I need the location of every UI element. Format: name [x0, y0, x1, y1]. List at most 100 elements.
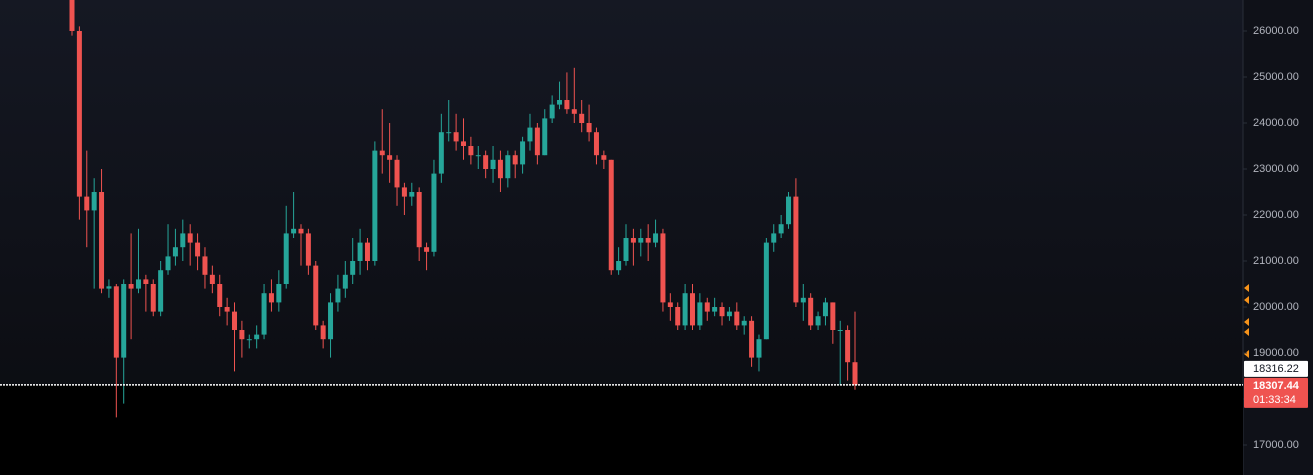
candle-body	[372, 150, 378, 262]
candle-body	[741, 320, 747, 326]
candle-body	[202, 256, 208, 275]
candle-body	[682, 293, 688, 326]
candle-body	[549, 104, 555, 119]
candle-body	[704, 302, 710, 312]
candle-body	[527, 127, 533, 142]
candle-body	[313, 265, 319, 326]
candle-body	[438, 132, 444, 174]
marker	[1244, 328, 1249, 336]
candle-body	[771, 233, 777, 243]
y-tick-label: 23000.00	[1253, 163, 1299, 175]
y-tick-label: 21000.00	[1253, 255, 1299, 267]
candle-body	[335, 288, 341, 303]
candle-body	[630, 238, 636, 243]
candle-body	[394, 159, 400, 188]
candle-body	[719, 307, 725, 317]
last-price-box	[1244, 377, 1308, 408]
candle-body	[653, 233, 659, 243]
candle-body	[84, 196, 90, 211]
candle-body	[534, 127, 540, 156]
marker	[1244, 350, 1249, 358]
candle-body	[564, 100, 570, 110]
candle-body	[505, 155, 511, 179]
candle-body	[320, 325, 326, 340]
mark-price-box	[1244, 360, 1308, 377]
y-tick-label: 20000.00	[1253, 301, 1299, 313]
candle-body	[298, 228, 304, 234]
candle-body	[638, 238, 644, 243]
candle-body	[593, 132, 599, 156]
candle-body	[150, 284, 156, 312]
candle-body	[453, 132, 459, 142]
candle-body	[239, 330, 245, 340]
below-last-price	[0, 384, 1243, 475]
candle-body	[808, 297, 814, 326]
candle-body	[830, 302, 836, 331]
candle-body	[815, 316, 821, 326]
candle-body	[557, 100, 563, 105]
candle-body	[261, 293, 267, 335]
candle-body	[645, 238, 651, 243]
candle-body	[734, 311, 740, 326]
candle-body	[350, 261, 356, 275]
candle-body	[401, 187, 407, 197]
candle-body	[195, 242, 201, 257]
candle-body	[461, 141, 466, 147]
y-tick-label: 24000.00	[1253, 117, 1299, 129]
candle-body	[542, 118, 548, 156]
candle-body	[305, 233, 311, 266]
candle-body	[483, 155, 489, 170]
candle-body	[712, 307, 718, 312]
candle-body	[667, 302, 673, 308]
candle-body	[180, 233, 186, 248]
mark-price-label: 18316.22	[1253, 363, 1299, 375]
candle-body	[106, 286, 112, 289]
candle-body	[763, 242, 769, 340]
candle-body	[468, 146, 474, 156]
candle-body	[822, 302, 828, 317]
candle-body	[616, 261, 622, 271]
candle-body	[778, 224, 784, 234]
candle-body	[246, 339, 252, 341]
candle-body	[217, 284, 223, 308]
marker	[1244, 318, 1249, 326]
candle-body	[91, 192, 97, 211]
candle-body	[135, 279, 141, 289]
candle-body	[446, 132, 452, 134]
candle-body	[143, 279, 149, 285]
candle-body	[431, 173, 437, 252]
candle-body	[586, 123, 592, 133]
candle-body	[579, 113, 585, 124]
candle-body	[689, 293, 695, 326]
candle-body	[121, 284, 127, 358]
candle-body	[99, 192, 105, 289]
candle-body	[158, 270, 164, 312]
marker	[1244, 284, 1249, 292]
candle-body	[793, 196, 799, 303]
markers	[1244, 284, 1249, 358]
candle-body	[601, 155, 607, 160]
candle-body	[424, 247, 430, 252]
candle-body	[800, 297, 806, 303]
candle-body	[69, 0, 75, 32]
candle-body	[364, 242, 370, 262]
candle-body	[845, 330, 851, 363]
candle-body	[128, 284, 134, 289]
y-tick-label: 19000.00	[1253, 347, 1299, 359]
candle-body	[342, 274, 348, 289]
marker	[1244, 296, 1249, 304]
candle-body	[328, 302, 334, 340]
candle-body	[232, 311, 238, 331]
candle-body	[520, 141, 526, 165]
candle-body	[608, 159, 614, 271]
candle-body	[497, 159, 503, 179]
candle-body	[512, 155, 518, 165]
candle-body	[852, 362, 858, 385]
candle-body	[387, 155, 393, 160]
candle-body	[786, 196, 792, 225]
candle-body	[254, 334, 260, 340]
candle-body	[165, 256, 171, 271]
candle-body	[113, 286, 119, 358]
candle-body	[726, 311, 732, 317]
